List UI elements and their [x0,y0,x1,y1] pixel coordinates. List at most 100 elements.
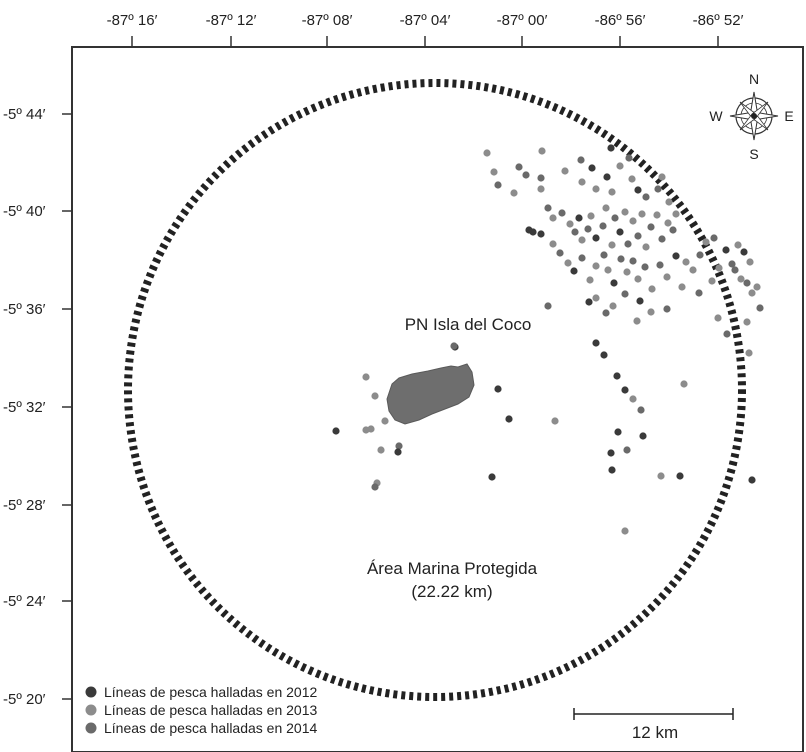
fishing-line-point [570,267,578,275]
fishing-line-point [578,254,586,262]
fishing-line-point [571,228,579,236]
fishing-line-point [585,298,593,306]
fishing-line-point [641,263,649,271]
fishing-line-point [592,234,600,242]
fishing-line-point [672,210,680,218]
fishing-line-point [613,372,621,380]
longitude-label: -87º 16′ [107,12,158,29]
fishing-line-point [647,223,655,231]
fishing-line-point [371,392,379,400]
fishing-line-point [394,448,402,456]
fishing-line-point [608,466,616,474]
fishing-line-point [647,308,655,316]
compass-north-label: N [749,71,759,87]
fishing-line-point [577,156,585,164]
fishing-line-point [628,175,636,183]
fishing-line-point [616,162,624,170]
fishing-line-point [600,251,608,259]
fishing-line-point [566,220,574,228]
fishing-line-point [702,238,710,246]
fishing-line-point [714,314,722,322]
fishing-line-point [494,385,502,393]
fishing-line-point [490,168,498,176]
fishing-line-point [564,259,572,267]
fishing-line-point [629,217,637,225]
legend-label-2012: Líneas de pesca halladas en 2012 [104,684,317,700]
fishing-line-point [483,149,491,157]
fishing-line-point [362,373,370,381]
fishing-line-point [629,395,637,403]
fishing-line-point [621,208,629,216]
fishing-line-point [592,339,600,347]
protected-area-label: Área Marina Protegida [367,559,538,578]
fishing-line-point [592,185,600,193]
fishing-line-point [629,257,637,265]
fishing-line-point [529,228,537,236]
fishing-line-point [578,178,586,186]
fishing-line-point [505,415,513,423]
fishing-line-point [664,219,672,227]
fishing-line-point [672,252,680,260]
fishing-line-point [722,246,730,254]
protected-area-size-label: (22.22 km) [411,582,492,601]
latitude-label: -5º 44′ [3,106,46,123]
fishing-line-point [743,279,751,287]
fishing-line-point [600,351,608,359]
fishing-line-point [634,275,642,283]
fishing-line-point [608,241,616,249]
fishing-line-point [621,290,629,298]
fishing-line-point [575,214,583,222]
fishing-line-point [381,417,389,425]
fishing-line-point [708,277,716,285]
longitude-label: -86º 52′ [693,12,744,29]
fishing-line-point [450,342,458,350]
fishing-line-point [537,185,545,193]
latitude-axis: -5º 44′ -5º 40′ -5º 36′ -5º 32′ -5º 28′ … [3,106,72,708]
fishing-line-point [663,305,671,313]
legend-swatch-2014 [85,722,97,734]
fishing-line-point [653,211,661,219]
fishing-line-point [696,251,704,259]
legend-label-2014: Líneas de pesca halladas en 2014 [104,720,317,736]
fishing-line-point [642,243,650,251]
fishing-line-point [510,189,518,197]
fishing-line-point [682,258,690,266]
fishing-line-point [522,171,530,179]
fishing-line-point [678,283,686,291]
fishing-line-point [623,268,631,276]
fishing-line-point [561,167,569,175]
longitude-label: -87º 08′ [302,12,353,29]
fishing-line-point [676,472,684,480]
longitude-label: -86º 56′ [595,12,646,29]
fishing-line-point [592,294,600,302]
fishing-line-point [556,249,564,257]
fishing-line-point [607,144,615,152]
fishing-line-point [592,262,600,270]
fishing-line-point [633,317,641,325]
protected-area-boundary [124,79,746,701]
fishing-line-point [753,283,761,291]
fishing-line-point [715,264,723,272]
compass-rose-icon [729,91,779,141]
fishing-line-point [611,214,619,222]
fishing-line-point [332,427,340,435]
longitude-label: -87º 04′ [400,12,451,29]
fishing-line-point [658,173,666,181]
fishing-line-point [737,275,745,283]
fishing-line-point [537,230,545,238]
longitude-label: -87º 00′ [497,12,548,29]
latitude-label: -5º 40′ [3,203,46,220]
fishing-line-point [602,309,610,317]
fishing-line-point [494,181,502,189]
fishing-line-point [623,446,631,454]
fishing-line-point [642,193,650,201]
fishing-line-point [745,349,753,357]
fishing-line-point [636,297,644,305]
fishing-line-point [734,241,742,249]
fishing-line-point [551,417,559,425]
fishing-line-point [617,255,625,263]
fishing-line-point [538,147,546,155]
fishing-line-point [695,289,703,297]
fishing-line-point [657,472,665,480]
